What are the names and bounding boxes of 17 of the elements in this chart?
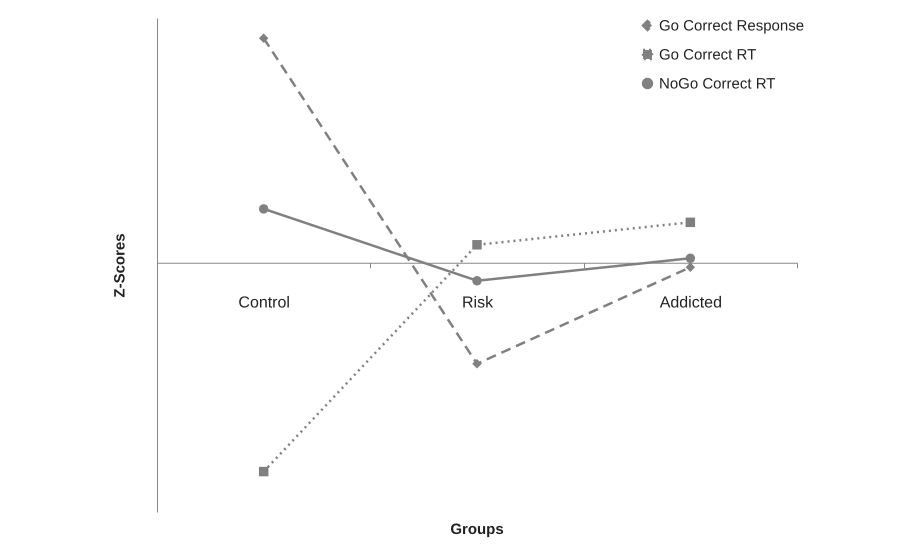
point <box>686 254 696 263</box>
x-axis-title: Groups <box>450 521 504 538</box>
point <box>472 359 482 369</box>
point <box>258 204 268 214</box>
x-tick-label: Risk <box>462 294 494 312</box>
x-tick-label: Addicted <box>660 294 722 312</box>
point <box>472 240 482 250</box>
point <box>258 466 268 476</box>
point <box>472 276 482 286</box>
legend-label: Go Correct Response <box>659 18 804 34</box>
x-tick-label: Control <box>238 294 290 312</box>
legend-label: NoGo Correct RT <box>659 76 776 92</box>
legend-label: Go Correct RT <box>659 46 756 64</box>
point <box>258 33 268 43</box>
y-axis-title: Z-Scores <box>112 233 128 298</box>
point <box>686 218 696 228</box>
point <box>686 262 696 272</box>
